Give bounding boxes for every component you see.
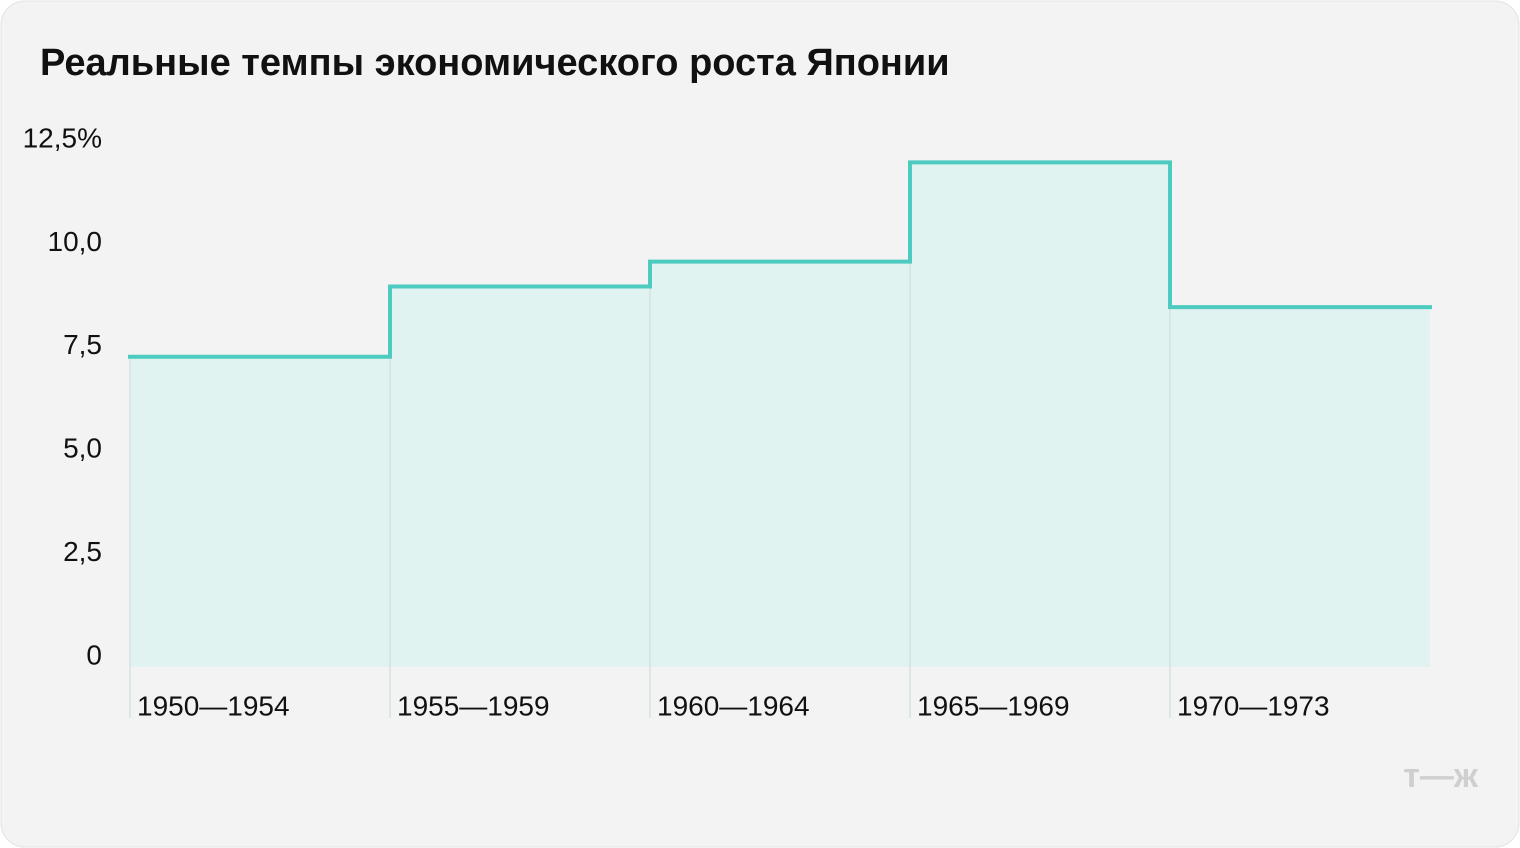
x-tick-label: 1960—1964 [657,690,810,721]
x-tick-label: 1970—1973 [1177,690,1330,721]
chart-title: Реальные темпы экономического роста Япон… [40,42,950,84]
logo: т—ж [1403,757,1479,795]
area-segment [1170,307,1430,667]
y-tick-label: 0 [86,639,102,670]
area-segment [910,162,1170,667]
y-tick-label: 5,0 [63,433,102,464]
area-segment [130,356,390,667]
y-tick-label: 2,5 [63,536,102,567]
x-tick-label: 1965—1969 [917,690,1070,721]
x-tick-label: 1950—1954 [137,690,290,721]
x-tick-label: 1955—1959 [397,690,550,721]
y-tick-label: 10,0 [48,226,103,257]
y-tick-label: 12,5% [23,122,102,153]
area-segment [390,286,650,667]
y-tick-label: 7,5 [63,329,102,360]
area-segment [650,261,910,667]
